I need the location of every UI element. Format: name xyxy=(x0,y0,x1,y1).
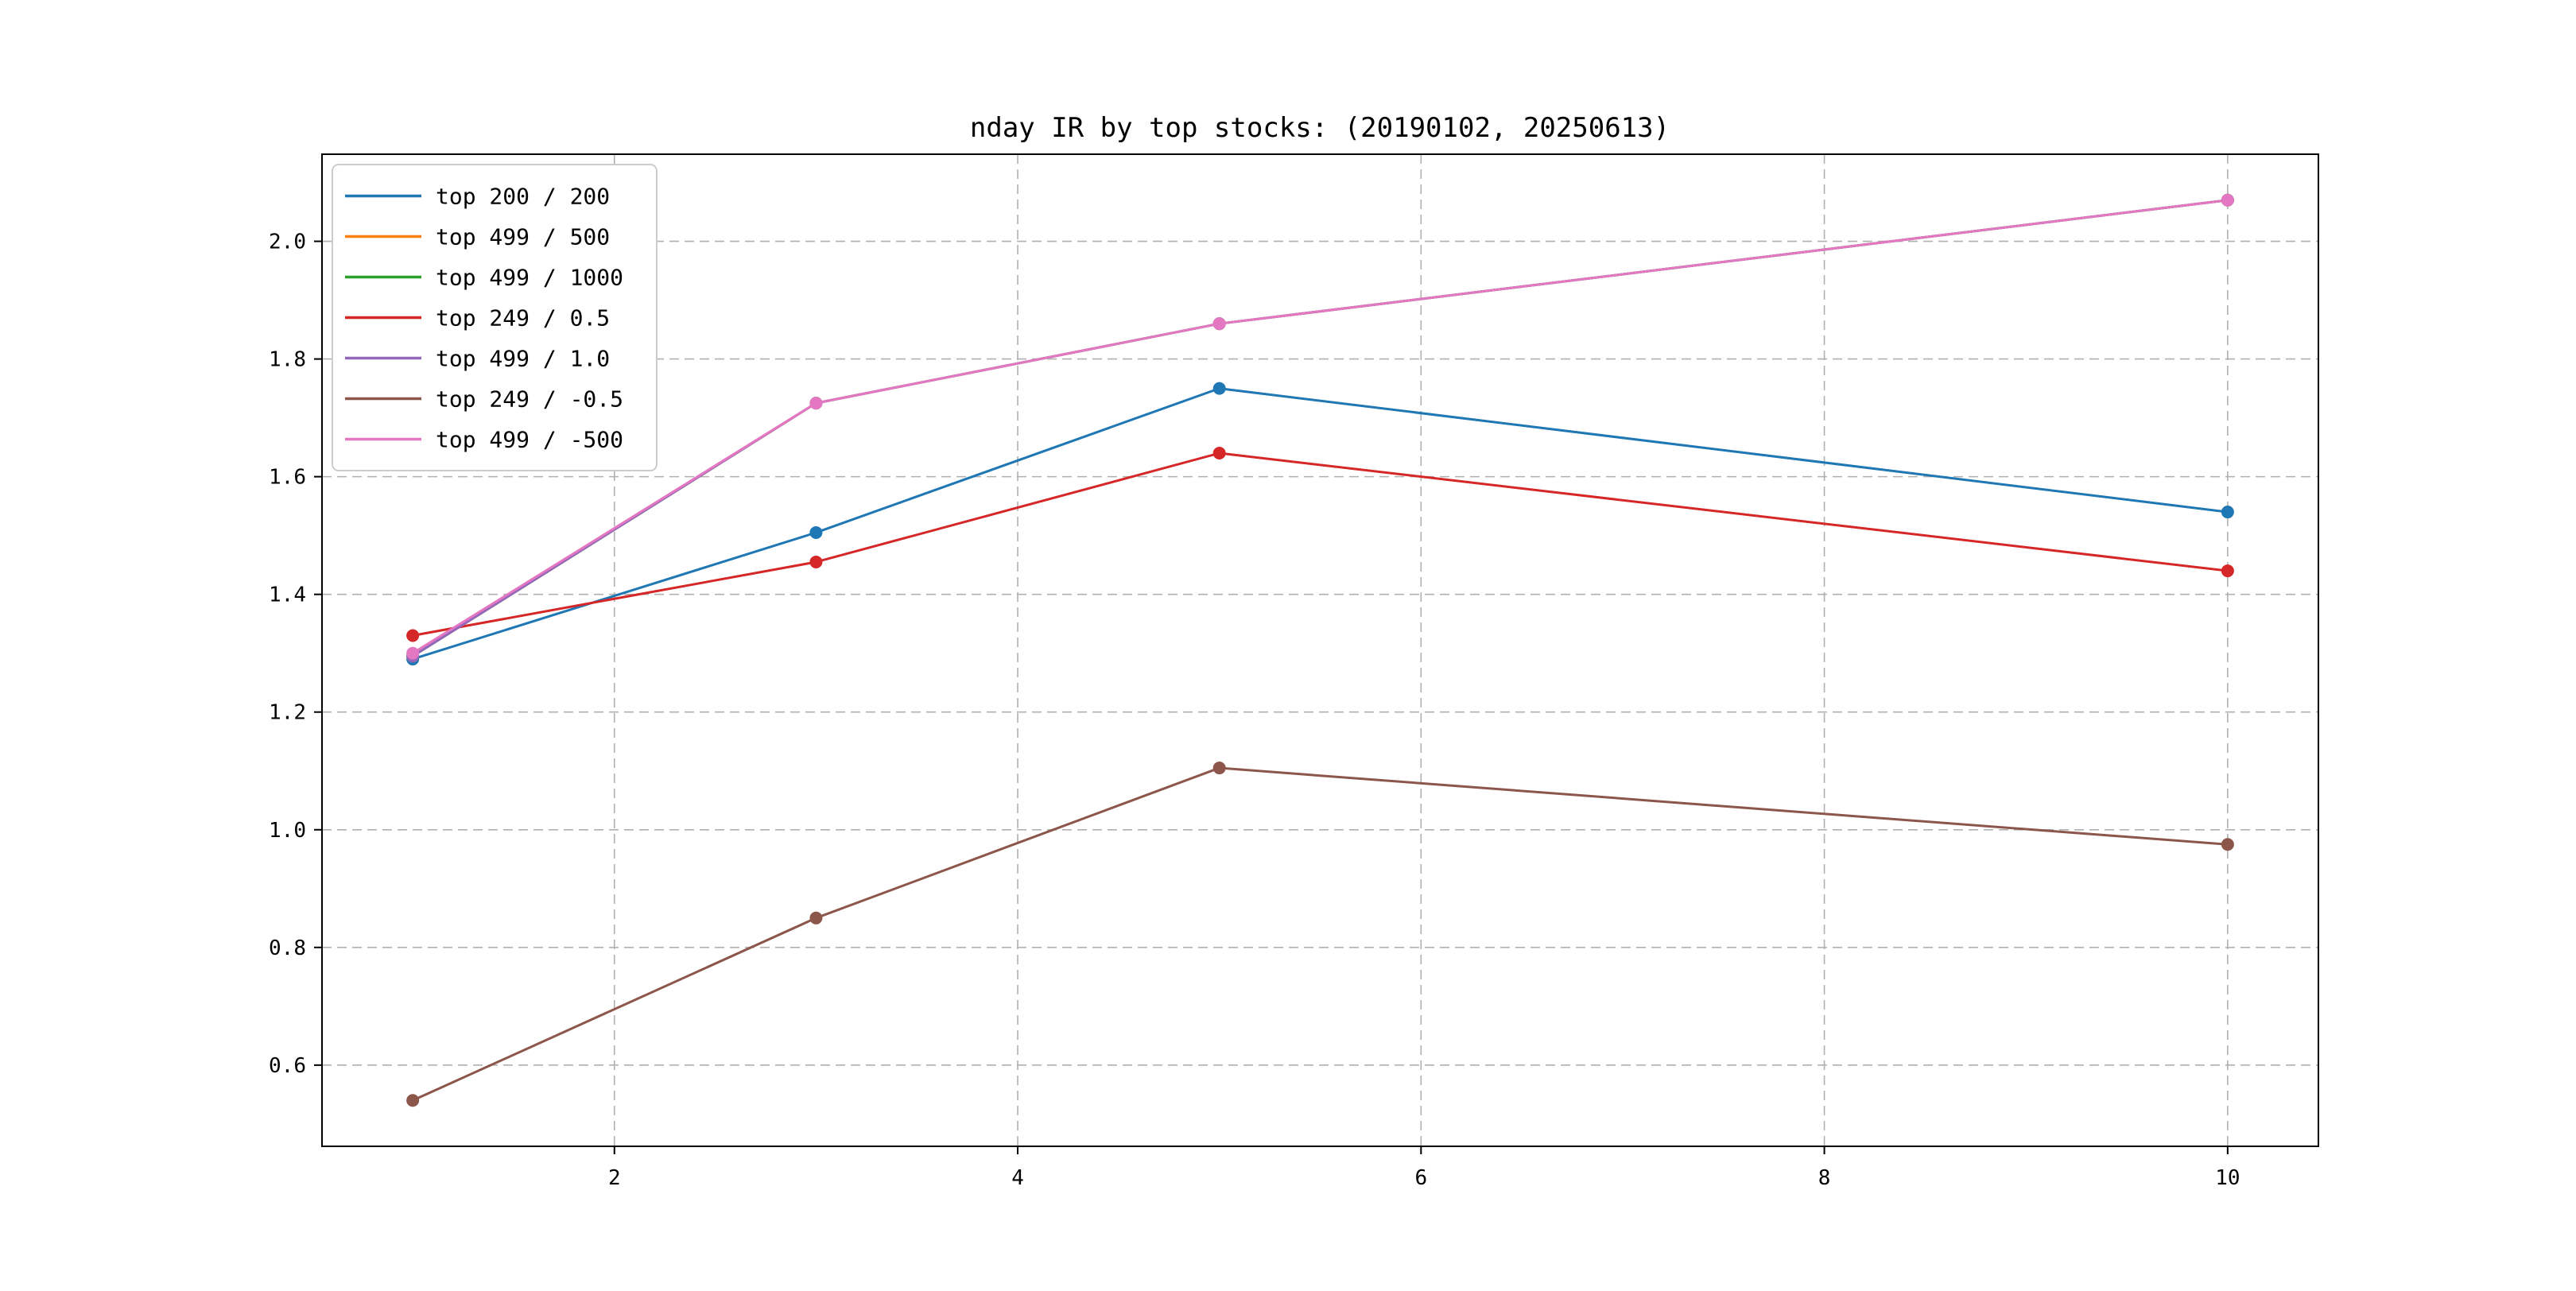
series-point xyxy=(809,525,823,539)
chart-title: nday IR by top stocks: (20190102, 202506… xyxy=(970,112,1670,144)
series-line xyxy=(411,199,2229,657)
series-point xyxy=(1212,762,1226,775)
series-line xyxy=(411,452,2229,637)
series-point xyxy=(809,397,823,410)
legend-label: top 499 / 1000 xyxy=(436,265,623,291)
series-point xyxy=(2221,564,2234,578)
plot-border xyxy=(321,153,2319,1147)
series-point xyxy=(1212,447,1226,460)
x-tick-label: 2 xyxy=(608,1166,621,1190)
series-point xyxy=(809,911,823,925)
x-tick-label: 8 xyxy=(1818,1166,1831,1190)
legend-label: top 249 / 0.5 xyxy=(436,305,610,331)
series-line xyxy=(411,199,2229,657)
x-tick-label: 6 xyxy=(1414,1166,1427,1190)
x-tick-label: 4 xyxy=(1011,1166,1024,1190)
series-line xyxy=(411,199,2229,657)
y-tick-label: 1.6 xyxy=(269,466,306,490)
y-tick-label: 1.4 xyxy=(269,583,306,607)
series-point xyxy=(406,629,420,642)
series-line xyxy=(411,199,2229,655)
axis-ticks: 2 4 6 8 10 0.6 0.8 1.0 1.2 1.4 1.6 1.8 2.0 xyxy=(269,231,2240,1190)
y-tick-label: 1.0 xyxy=(269,819,306,843)
legend-label: top 499 / -500 xyxy=(436,427,623,453)
series-point xyxy=(2221,838,2234,851)
series-point xyxy=(1212,382,1226,395)
series-point xyxy=(406,646,420,660)
y-tick-label: 1.8 xyxy=(269,348,306,372)
legend-label: top 249 / -0.5 xyxy=(436,386,623,413)
y-tick-label: 0.8 xyxy=(269,936,306,960)
legend-box xyxy=(332,164,658,471)
legend-label: top 499 / 1.0 xyxy=(436,346,610,372)
series-line xyxy=(411,766,2229,1102)
legend-label: top 200 / 200 xyxy=(436,184,610,210)
series-point xyxy=(406,1094,420,1107)
y-tick-label: 0.6 xyxy=(269,1054,306,1078)
legend-label: top 499 / 500 xyxy=(436,224,610,250)
series-point xyxy=(2221,506,2234,519)
x-tick-label: 10 xyxy=(2215,1166,2240,1190)
series xyxy=(406,193,2234,1107)
series-point xyxy=(2221,193,2234,207)
series-point xyxy=(1212,317,1226,331)
legend: top 200 / 200 top 499 / 500 top 499 / 1000… xyxy=(332,164,658,471)
series-line xyxy=(411,387,2229,661)
y-tick-label: 1.2 xyxy=(269,701,306,725)
series-point xyxy=(809,555,823,568)
y-tick-label: 2.0 xyxy=(269,231,306,254)
